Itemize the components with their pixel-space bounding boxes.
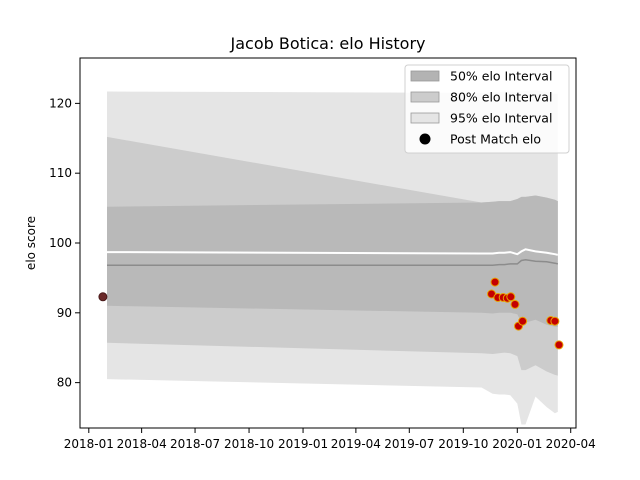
x-axis: 2018-01 2018-04 2018-07 2018-10 2019-01 2019-… — [64, 428, 596, 451]
mean-line — [106, 248, 559, 256]
center-lines — [106, 248, 559, 267]
legend-swatch — [410, 91, 440, 103]
data-point — [518, 316, 528, 326]
y-tick-label: 80 — [57, 376, 72, 390]
chart-title: Jacob Botica: elo History — [230, 34, 426, 53]
x-tick-label: 2018-07 — [170, 437, 220, 451]
x-tick-label: 2018-01 — [64, 437, 114, 451]
x-tick-label: 2019-01 — [278, 437, 328, 451]
legend-box — [404, 64, 570, 154]
median-line — [107, 259, 558, 267]
x-tick-label: 2019-04 — [331, 437, 381, 451]
data-point — [550, 316, 560, 326]
post-match-points — [98, 277, 564, 350]
data-point — [490, 277, 500, 287]
x-tick-label: 2018-04 — [117, 437, 167, 451]
x-tick-label: 2020-01 — [492, 437, 542, 451]
y-axis-label: elo score — [24, 216, 38, 270]
legend-swatch — [410, 70, 440, 82]
y-axis: 80 90 100 110 120 — [49, 96, 80, 390]
x-tick-label: 2018-10 — [224, 437, 274, 451]
x-tick-label: 2019-07 — [384, 437, 434, 451]
legend: 50% elo Interval 80% elo Interval 95% elo … — [404, 64, 570, 154]
x-tick-label: 2020-04 — [546, 437, 596, 451]
y-tick-label: 100 — [49, 236, 72, 250]
legend-label: 50% elo Interval — [450, 69, 552, 84]
y-tick-label: 90 — [57, 306, 72, 320]
legend-label: 80% elo Interval — [450, 90, 552, 105]
x-tick-label: 2019-10 — [438, 437, 488, 451]
legend-label: 95% elo Interval — [450, 111, 552, 126]
band-50 — [107, 195, 558, 327]
y-tick-label: 120 — [49, 96, 72, 110]
y-tick-label: 110 — [49, 166, 72, 180]
legend-swatch — [410, 112, 440, 124]
data-point — [506, 292, 516, 302]
interval-bands — [107, 90, 558, 425]
legend-label: Post Match elo — [450, 132, 541, 147]
data-point — [98, 292, 108, 302]
legend-marker — [419, 133, 431, 145]
data-point — [510, 299, 520, 309]
data-point — [554, 340, 564, 350]
